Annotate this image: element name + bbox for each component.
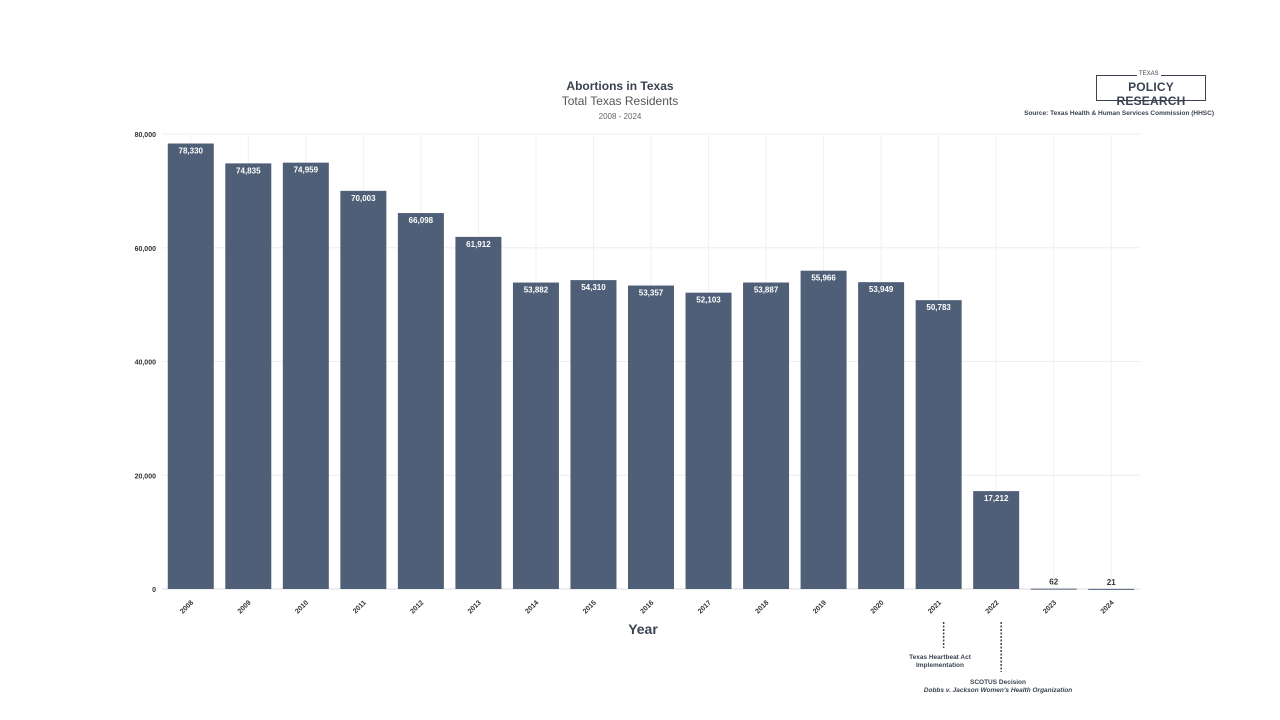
data-label: 53,949 [869,285,894,294]
data-label: 50,783 [926,303,951,312]
x-tick-label: 2020 [870,599,886,615]
data-label: 66,098 [409,216,434,225]
x-tick-label: 2011 [352,599,368,615]
bar-2024 [1088,588,1135,590]
annotation-line: Texas Heartbeat Act [909,654,971,661]
data-label: 53,882 [524,286,549,295]
data-label: 17,212 [984,494,1009,503]
x-tick-label: 2014 [524,599,540,615]
data-label: 52,103 [696,296,721,305]
data-label: 78,330 [179,146,204,155]
bar-2018 [743,282,790,589]
chart-subtitle: Total Texas Residents [561,94,679,108]
x-tick-label: 2021 [927,599,943,615]
bar-2017 [685,292,732,589]
y-tick-label: 20,000 [135,473,157,480]
bar-2015 [570,280,617,589]
annotation-heartbeat-act: Texas Heartbeat Act Implementation [885,654,995,670]
bar-2009 [225,163,272,590]
x-tick-label: 2008 [179,599,195,615]
texas-policy-research-logo: TEXAS POLICY RESEARCH [1096,71,1206,108]
x-tick-label: 2024 [1100,599,1116,615]
data-label: 74,959 [294,166,319,175]
y-tick-label: 40,000 [135,360,157,367]
data-label: 54,310 [581,283,606,292]
x-tick-label: 2023 [1042,599,1058,615]
x-tick-label: 2022 [985,599,1001,615]
bar-2019 [800,270,847,589]
data-label: 61,912 [466,240,491,249]
data-label: 74,835 [236,166,261,175]
logo-main-text: POLICY RESEARCH [1116,80,1186,108]
data-label: 70,003 [351,194,376,203]
bar-2013 [455,236,502,590]
x-tick-label: 2016 [639,599,655,615]
chart-title: Abortions in Texas [566,79,674,93]
bar-2021 [915,300,962,589]
annotation-line: SCOTUS Decision [970,679,1026,686]
x-axis-title: Year [628,621,658,637]
logo-top-text: TEXAS [1137,71,1161,78]
x-tick-label: 2019 [812,599,828,615]
x-tick-label: 2009 [237,599,253,615]
y-tick-label: 80,000 [135,132,157,139]
bar-2008 [167,143,214,590]
source-note: Source: Texas Health & Human Services Co… [1024,110,1214,117]
bar-2011 [340,190,387,589]
x-tick-label: 2010 [294,599,310,615]
bar-2023 [1030,588,1077,590]
bar-2016 [628,285,674,589]
x-tick-label: 2018 [755,599,771,615]
x-tick-label: 2015 [582,599,598,615]
bar-2014 [512,282,559,589]
x-tick-label: 2017 [697,599,713,615]
data-label: 55,966 [811,274,836,283]
x-tick-label: 2012 [409,599,425,615]
bar-2022 [973,491,1020,589]
chart-date-range: 2008 - 2024 [598,112,642,121]
bar-2020 [858,282,905,589]
y-tick-label: 0 [152,587,156,594]
bar-2012 [397,213,444,589]
data-label: 62 [1049,578,1058,587]
annotation-scotus-decision: SCOTUS Decision Dobbs v. Jackson Women's… [903,679,1093,695]
annotation-line: Dobbs v. Jackson Women's Health Organiza… [923,687,1073,694]
bar-2010 [282,162,329,589]
data-label: 21 [1107,578,1116,587]
annotation-line: Implementation [915,662,965,669]
x-tick-label: 2013 [467,599,483,615]
y-tick-label: 60,000 [135,246,157,253]
data-label: 53,887 [754,286,779,295]
data-label: 53,357 [639,289,664,298]
